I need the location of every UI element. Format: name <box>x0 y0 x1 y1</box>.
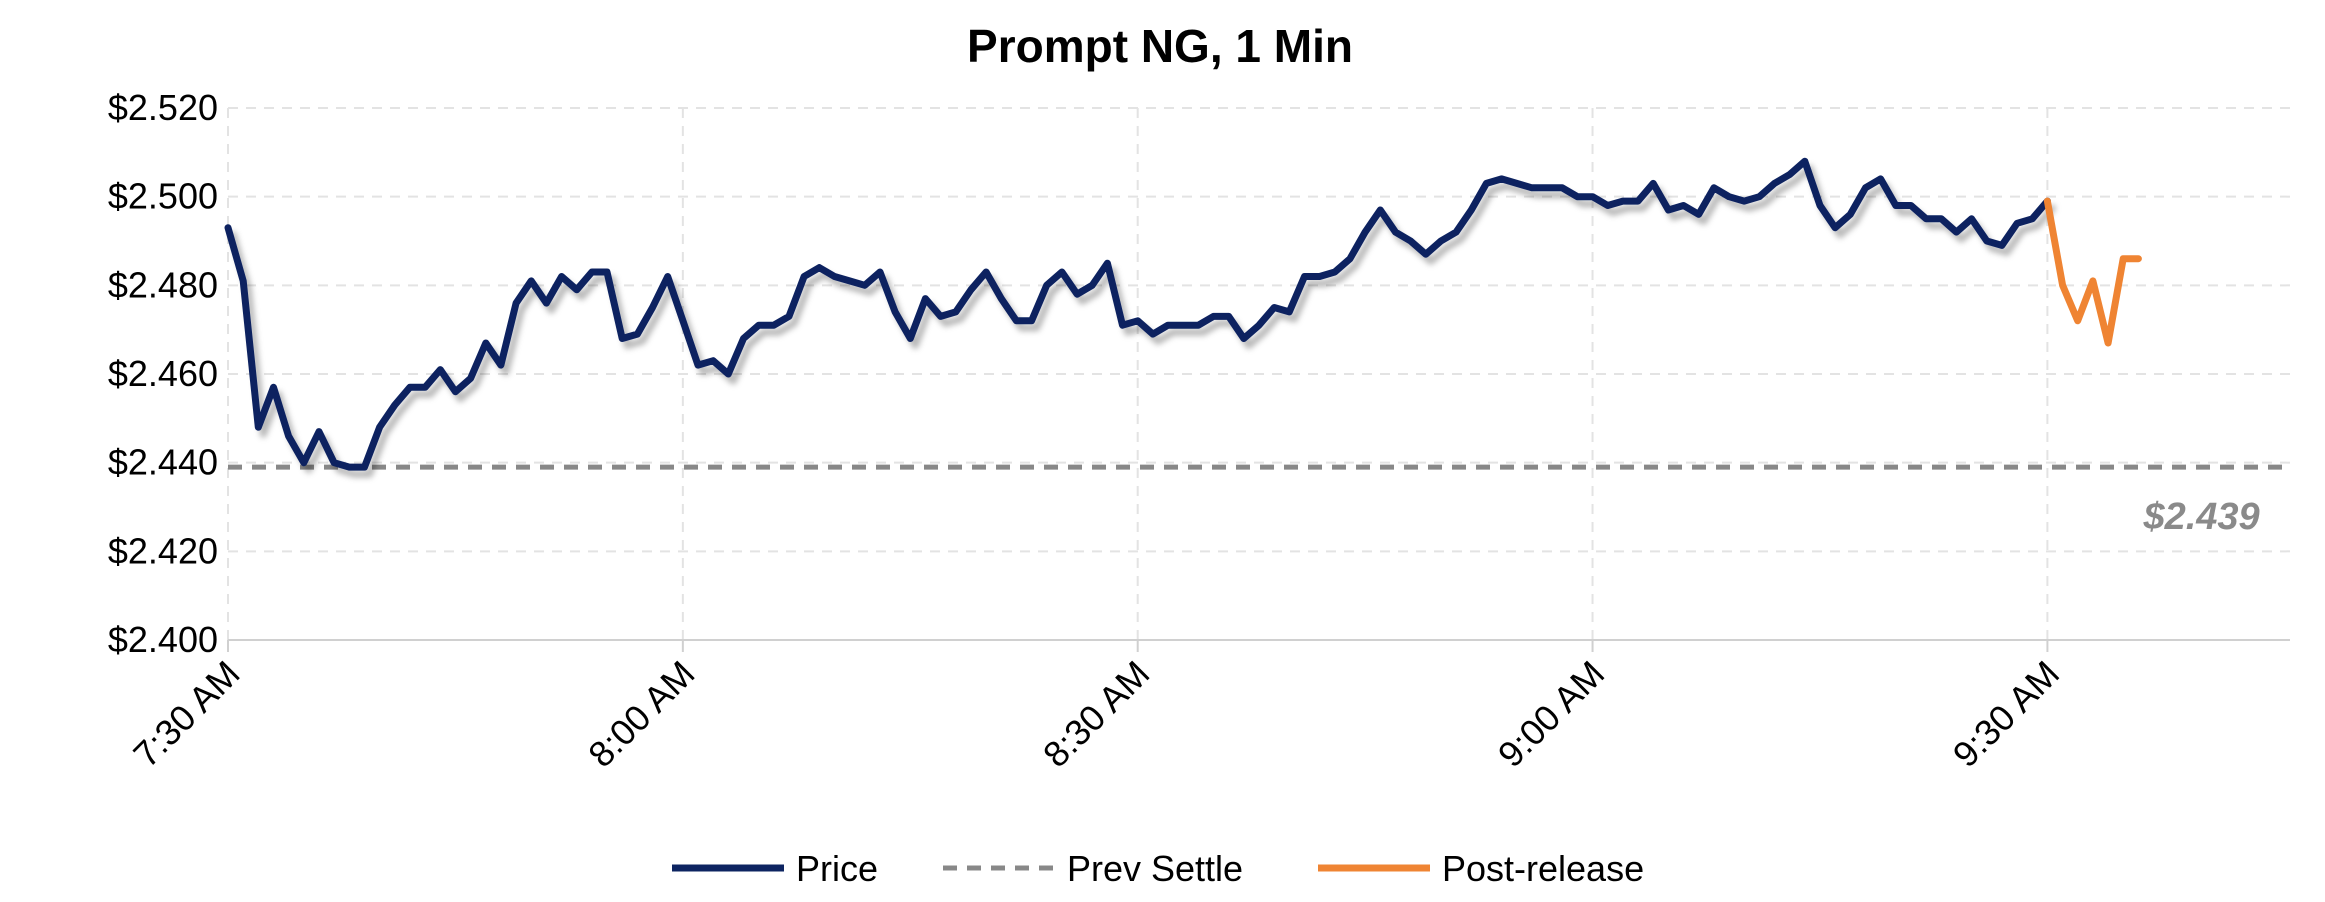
x-tick-label: 9:00 AM <box>1490 653 1612 775</box>
y-tick-label: $2.460 <box>108 353 218 394</box>
x-tick-label: 8:30 AM <box>1035 653 1157 775</box>
series-line-post-release <box>2043 197 2142 347</box>
x-tick-label: 7:30 AM <box>125 653 247 775</box>
chart-title: Prompt NG, 1 Min <box>967 20 1353 72</box>
grid <box>227 107 2290 640</box>
y-tick-label: $2.400 <box>108 619 218 660</box>
y-tick-label: $2.420 <box>108 530 218 571</box>
prev-settle-value-label: $2.439 <box>2142 496 2259 538</box>
y-tick-label: $2.440 <box>108 442 218 483</box>
legend-label-price: Price <box>796 848 878 889</box>
legend: Price Prev Settle Post-release <box>672 848 1644 889</box>
series-line-price <box>224 157 2051 471</box>
axes: $2.400 $2.420 $2.440 $2.460 $2.480 $2.500 $2.5… <box>108 87 2290 775</box>
y-tick-label: $2.480 <box>108 264 218 305</box>
y-tick-label: $2.500 <box>108 176 218 217</box>
legend-label-post-release: Post-release <box>1442 848 1644 889</box>
x-tick-label: 8:00 AM <box>580 653 702 775</box>
series-layer <box>224 157 2290 471</box>
legend-label-prev-settle: Prev Settle <box>1067 848 1243 889</box>
x-tick-label: 9:30 AM <box>1945 653 2067 775</box>
y-tick-label: $2.520 <box>108 87 218 128</box>
annotations: $2.439 <box>2142 496 2259 538</box>
